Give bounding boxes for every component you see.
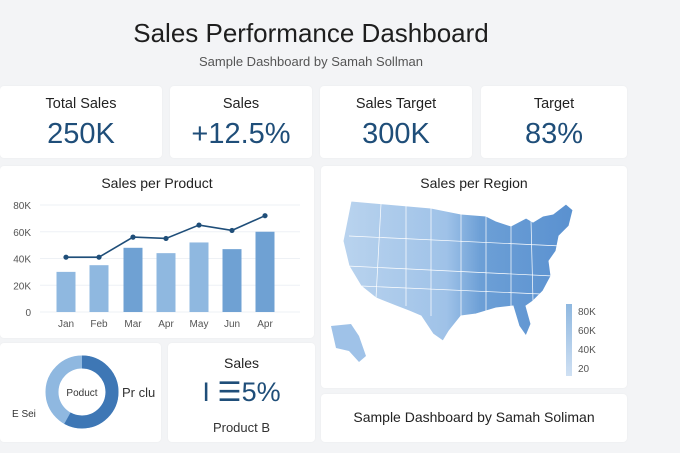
donut-slice bbox=[45, 355, 119, 429]
legend-label: 80K bbox=[578, 307, 596, 318]
x-tick-label: Mar bbox=[124, 319, 142, 330]
kpi-value: +12.5% bbox=[191, 118, 291, 150]
kpi-label: Target bbox=[533, 96, 575, 112]
x-tick-label: Jan bbox=[58, 319, 74, 330]
sales-card-sub: Product B bbox=[212, 420, 271, 435]
line-point bbox=[96, 254, 102, 260]
x-tick-label: May bbox=[190, 319, 209, 330]
kpi-target: Target 83% bbox=[481, 86, 627, 158]
bar bbox=[123, 247, 143, 312]
kpi-value: 250K bbox=[47, 118, 115, 150]
kpi-label: Sales Target bbox=[355, 96, 437, 112]
y-tick-label: 0 bbox=[25, 308, 31, 319]
line-point bbox=[229, 227, 235, 234]
y-tick-label: 80K bbox=[13, 201, 31, 212]
kpi-value: 83% bbox=[524, 118, 584, 150]
legend-label: 40K bbox=[578, 345, 596, 356]
bar-line-chart: 0 20K 40K 60K 80K Jan Feb Mar Apr May Jun Apr bbox=[13, 201, 300, 330]
footer-text: Sample Dashboard by Samah Soliman bbox=[353, 409, 595, 425]
chart-title: Sales per Product bbox=[101, 175, 213, 191]
kpi-label: Sales bbox=[222, 96, 260, 112]
bar bbox=[222, 249, 242, 312]
donut-label: E Sei bbox=[12, 409, 36, 420]
us-mainland bbox=[342, 200, 574, 342]
line-point bbox=[130, 234, 136, 240]
line-point bbox=[63, 254, 69, 260]
donut-center-label: Poduct bbox=[66, 388, 97, 399]
sales-per-product-card: Sales per Product 0 20K 40K 60K 80K Jan Feb Mar… bbox=[0, 166, 314, 338]
sales-card-title: Sales bbox=[223, 355, 260, 371]
x-tick-label: Feb bbox=[90, 319, 108, 330]
line-point bbox=[262, 213, 268, 219]
x-tick-label: Apr bbox=[158, 319, 174, 330]
page-title: Sales Performance Dashboard bbox=[133, 18, 489, 48]
us-map: 80K 60K 40K 20 bbox=[331, 200, 596, 376]
kpi-sales-growth: Sales +12.5% bbox=[170, 86, 312, 158]
sales-per-region-card: Sales per Region 80K 60K 40K 20 bbox=[321, 166, 627, 388]
product-donut-card: Poduct Pr clu E Sei bbox=[0, 343, 161, 442]
donut-chart: Poduct Pr clu E Sei bbox=[12, 355, 155, 429]
kpi-sales-target: Sales Target 300K bbox=[320, 86, 472, 158]
map-title: Sales per Region bbox=[420, 175, 528, 191]
y-tick-label: 60K bbox=[13, 228, 31, 239]
sales-product-card: Sales I ☰5% Product B bbox=[168, 343, 315, 442]
bar bbox=[89, 265, 109, 312]
kpi-label: Total Sales bbox=[45, 96, 117, 112]
bar bbox=[156, 253, 176, 312]
page-subtitle: Sample Dashboard by Samah Sollman bbox=[198, 54, 423, 69]
bar bbox=[189, 242, 209, 312]
legend-label: 60K bbox=[578, 326, 596, 337]
alaska bbox=[331, 324, 366, 362]
kpi-total-sales: Total Sales 250K bbox=[0, 86, 162, 158]
line-point bbox=[163, 235, 169, 242]
line-point bbox=[196, 222, 202, 228]
legend-label: 20 bbox=[578, 364, 590, 375]
map-legend-bar bbox=[566, 304, 572, 376]
x-tick-label: Apr bbox=[257, 319, 273, 330]
kpi-value: 300K bbox=[362, 118, 430, 150]
bar bbox=[255, 231, 275, 312]
y-tick-label: 40K bbox=[13, 255, 31, 266]
footer-card: Sample Dashboard by Samah Soliman bbox=[321, 394, 627, 442]
donut-label: Pr clu bbox=[122, 385, 155, 400]
bar bbox=[56, 271, 76, 312]
y-tick-label: 20K bbox=[13, 281, 31, 292]
x-tick-label: Jun bbox=[224, 319, 240, 330]
sales-card-value: I ☰5% bbox=[202, 377, 281, 407]
